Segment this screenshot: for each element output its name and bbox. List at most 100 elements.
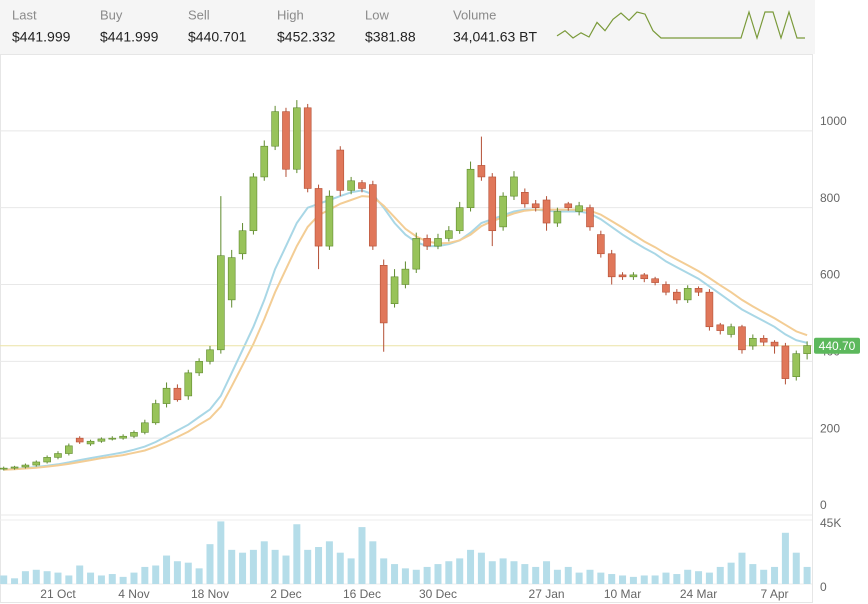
volume-bar (456, 558, 464, 584)
stat-label: Sell (188, 7, 210, 22)
volume-bar (271, 549, 279, 584)
candle-body (195, 361, 203, 374)
candle-body (423, 238, 431, 247)
volume-bar (803, 566, 811, 584)
candle-body (282, 111, 290, 170)
volume-bar (597, 572, 605, 584)
candle-body (303, 107, 312, 189)
volume-bar (608, 574, 616, 584)
candle-body (227, 257, 236, 301)
volume-bar (716, 566, 724, 584)
volume-bar (130, 572, 138, 584)
stat-label: Volume (453, 7, 496, 22)
candle-body (43, 457, 51, 463)
volume-bar (228, 549, 236, 584)
volume-bar (260, 541, 268, 584)
candle-body (173, 387, 182, 401)
stat-label: Buy (100, 7, 123, 22)
volume-bar (781, 532, 789, 584)
candle-body (445, 230, 453, 239)
candle-body (271, 111, 279, 147)
volume-bar (771, 566, 779, 584)
moving-average (3, 189, 808, 471)
y-tick-label: 0 (820, 498, 827, 512)
candle-body (488, 176, 497, 232)
candle-body (336, 149, 345, 191)
volume-bar (163, 555, 171, 584)
candle-body (325, 195, 334, 247)
candle-body (151, 403, 160, 424)
candle-body (607, 253, 616, 278)
volume-bar (532, 566, 540, 584)
candle-body (434, 238, 442, 247)
volume-bar (87, 572, 95, 584)
volume-bar (315, 547, 323, 584)
candle-body (662, 284, 670, 293)
volume-bar (434, 564, 442, 584)
header-bar (0, 0, 815, 54)
candle-body (651, 278, 659, 283)
volume-bar (249, 549, 257, 584)
volume-bar (662, 572, 670, 584)
x-tick-label: 10 Mar (604, 587, 641, 601)
volume-bar (651, 575, 659, 584)
volume-bar (477, 552, 485, 584)
volume-bar (282, 555, 290, 584)
candle-body (379, 264, 388, 324)
candle-body (54, 453, 62, 458)
volume-bar (521, 564, 529, 584)
volume-bar (217, 521, 225, 584)
candle-body (347, 180, 355, 191)
candle-body (206, 349, 214, 362)
volume-bar (65, 575, 73, 584)
volume-bar (586, 569, 594, 584)
candle-body (499, 195, 507, 228)
x-tick-label: 16 Dec (343, 587, 381, 601)
candle-body (65, 445, 73, 454)
volume-bar (401, 568, 409, 584)
candle-body (510, 176, 518, 197)
candle-body (293, 107, 301, 170)
volume-tick-label: 45K (820, 516, 841, 530)
moving-average (3, 195, 808, 471)
volume-bar (445, 561, 453, 584)
candle-body (249, 176, 258, 232)
stat-value: $441.999 (12, 29, 71, 45)
candle-body (32, 461, 41, 466)
volume-tick-label: 0 (820, 580, 827, 594)
volume-bar (54, 572, 62, 584)
candle-body (531, 203, 540, 208)
candle-body (75, 437, 84, 443)
x-tick-label: 18 Nov (191, 587, 229, 601)
candle-body (640, 274, 649, 280)
candle-body (759, 337, 768, 343)
candle-body (401, 268, 410, 285)
volume-bar (792, 552, 800, 584)
candle-body (10, 466, 19, 469)
current-price-label: 440.70 (819, 339, 856, 353)
volume-bar (727, 562, 735, 584)
candle-body (184, 372, 193, 397)
stat-label: Last (12, 7, 37, 22)
stat-value: $452.332 (277, 29, 336, 45)
y-tick-label: 200 (820, 421, 840, 435)
volume-bar (684, 569, 692, 584)
candle-body (629, 274, 638, 278)
volume-bar (412, 569, 420, 584)
candle-body (694, 288, 703, 293)
volume-bar (195, 568, 203, 584)
candle-body (86, 440, 95, 445)
volume-bar (0, 575, 8, 584)
x-tick-label: 21 Oct (40, 587, 76, 601)
volume-bar (304, 549, 312, 584)
volume-bar (640, 575, 648, 584)
volume-bar (32, 569, 40, 584)
candle-body (542, 199, 551, 224)
x-tick-label: 30 Dec (419, 587, 457, 601)
volume-bar (206, 544, 214, 584)
candle-body (238, 230, 247, 255)
y-tick-label: 800 (820, 191, 840, 205)
candle-body (314, 188, 323, 247)
volume-bar (369, 541, 377, 584)
